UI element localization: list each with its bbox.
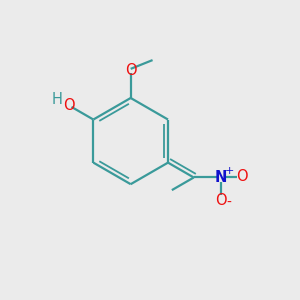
Text: O: O [125, 63, 136, 78]
Text: O: O [63, 98, 75, 113]
Text: N: N [215, 170, 227, 185]
Text: O: O [236, 169, 248, 184]
Text: -: - [226, 196, 231, 209]
Text: +: + [225, 166, 234, 176]
Text: O: O [215, 194, 227, 208]
Text: H: H [52, 92, 62, 107]
